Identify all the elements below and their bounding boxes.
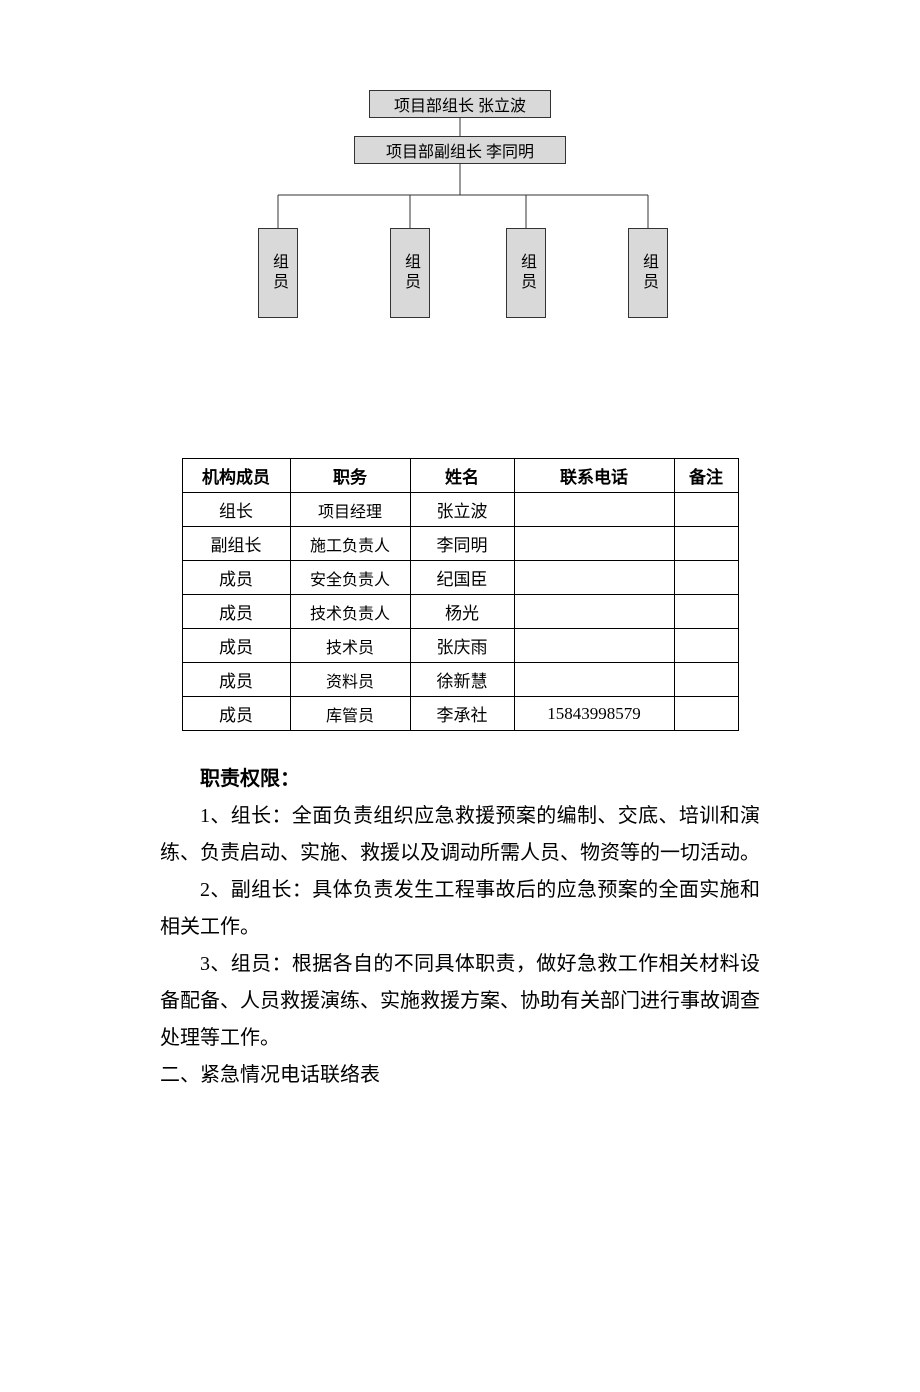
- table-cell: 张立波: [410, 493, 514, 527]
- body-text: 职责权限： 1、组长：全面负责组织应急救援预案的编制、交底、培训和演练、负责启动…: [160, 761, 760, 1094]
- paragraph: 2、副组长：具体负责发生工程事故后的应急预案的全面实施和相关工作。: [160, 872, 760, 946]
- table-header: 备注: [674, 459, 738, 493]
- table-cell: 成员: [182, 629, 290, 663]
- table-header-row: 机构成员 职务 姓名 联系电话 备注: [182, 459, 738, 493]
- table-cell: [514, 663, 674, 697]
- table-cell: 安全负责人: [290, 561, 410, 595]
- table-cell: [674, 629, 738, 663]
- table-row: 成员 资料员 徐新慧: [182, 663, 738, 697]
- table-cell: 李同明: [410, 527, 514, 561]
- table-cell: 杨光: [410, 595, 514, 629]
- table-cell: 徐新慧: [410, 663, 514, 697]
- responsibilities-heading: 职责权限：: [160, 761, 760, 798]
- table-row: 组长 项目经理 张立波: [182, 493, 738, 527]
- org-chart: 项目部组长 张立波 项目部副组长 李同明 组员 组员 组员 组员: [210, 90, 710, 350]
- table-cell: [674, 493, 738, 527]
- table-cell: [514, 561, 674, 595]
- table-cell: 资料员: [290, 663, 410, 697]
- table-cell: 项目经理: [290, 493, 410, 527]
- table-row: 成员 技术员 张庆雨: [182, 629, 738, 663]
- table-row: 副组长 施工负责人 李同明: [182, 527, 738, 561]
- table-cell: 15843998579: [514, 697, 674, 731]
- org-leader-box: 项目部组长 张立波: [369, 90, 551, 118]
- org-member-box: 组员: [258, 228, 298, 318]
- table-cell: 施工负责人: [290, 527, 410, 561]
- members-table: 机构成员 职务 姓名 联系电话 备注 组长 项目经理 张立波 副组长 施工负责人…: [182, 458, 739, 731]
- paragraph: 3、组员：根据各自的不同具体职责，做好急救工作相关材料设备配备、人员救援演练、实…: [160, 946, 760, 1057]
- table-row: 成员 库管员 李承社 15843998579: [182, 697, 738, 731]
- table-cell: 成员: [182, 561, 290, 595]
- table-cell: [674, 697, 738, 731]
- table-header: 职务: [290, 459, 410, 493]
- table-cell: [514, 629, 674, 663]
- table-cell: [514, 493, 674, 527]
- section-title: 二、紧急情况电话联络表: [160, 1057, 760, 1094]
- table-cell: 组长: [182, 493, 290, 527]
- table-cell: [674, 595, 738, 629]
- table-cell: 成员: [182, 697, 290, 731]
- table-cell: [674, 663, 738, 697]
- table-row: 成员 技术负责人 杨光: [182, 595, 738, 629]
- table-cell: 成员: [182, 595, 290, 629]
- table-cell: 纪国臣: [410, 561, 514, 595]
- table-cell: [674, 561, 738, 595]
- table-cell: 李承社: [410, 697, 514, 731]
- org-member-box: 组员: [628, 228, 668, 318]
- table-cell: 技术负责人: [290, 595, 410, 629]
- table-header: 机构成员: [182, 459, 290, 493]
- org-member-box: 组员: [390, 228, 430, 318]
- table-cell: 张庆雨: [410, 629, 514, 663]
- table-cell: 成员: [182, 663, 290, 697]
- table-cell: 库管员: [290, 697, 410, 731]
- table-cell: [514, 595, 674, 629]
- table-cell: 技术员: [290, 629, 410, 663]
- table-cell: [674, 527, 738, 561]
- org-deputy-box: 项目部副组长 李同明: [354, 136, 566, 164]
- table-header: 联系电话: [514, 459, 674, 493]
- table-cell: 副组长: [182, 527, 290, 561]
- org-member-box: 组员: [506, 228, 546, 318]
- table-row: 成员 安全负责人 纪国臣: [182, 561, 738, 595]
- table-cell: [514, 527, 674, 561]
- table-header: 姓名: [410, 459, 514, 493]
- paragraph: 1、组长：全面负责组织应急救援预案的编制、交底、培训和演练、负责启动、实施、救援…: [160, 798, 760, 872]
